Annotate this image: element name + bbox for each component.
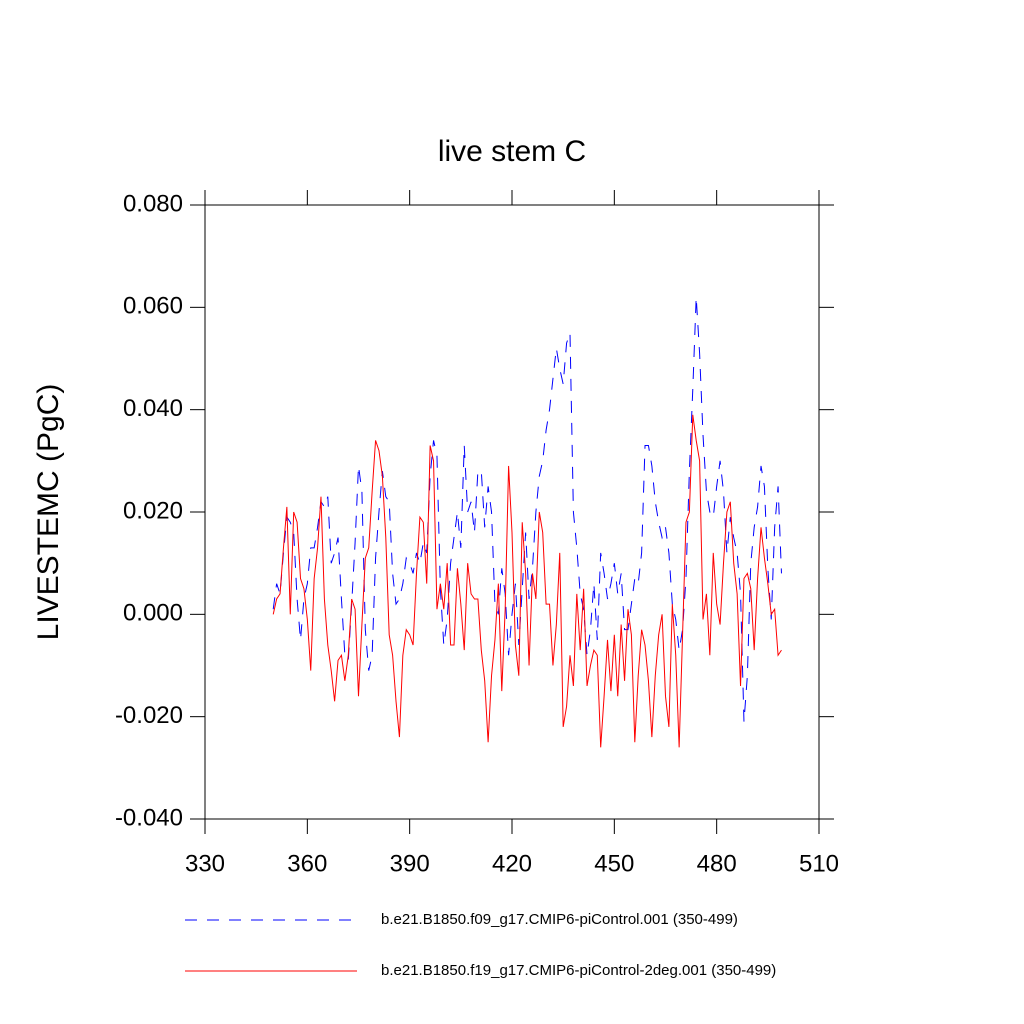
y-tick-label: 0.000 (123, 600, 183, 627)
x-tick-label: 510 (799, 850, 839, 877)
legend-label: b.e21.B1850.f09_g17.CMIP6-piControl.001 … (381, 911, 738, 928)
x-tick-label: 480 (697, 850, 737, 877)
x-tick-label: 330 (185, 850, 225, 877)
y-tick-label: 0.020 (123, 497, 183, 524)
x-tick-label: 360 (287, 850, 327, 877)
data-line (272, 414, 782, 748)
x-tick-label: 390 (390, 850, 430, 877)
y-tick-label: 0.060 (123, 293, 183, 320)
y-tick-label: 0.080 (123, 190, 183, 217)
x-tick-label: 450 (594, 850, 634, 877)
y-tick-label: -0.040 (115, 804, 183, 831)
y-axis-label: LIVESTEMC (PgC) (32, 384, 65, 641)
legend-label: b.e21.B1850.f19_g17.CMIP6-piControl-2deg… (381, 962, 776, 979)
chart-title: live stem C (438, 135, 586, 168)
y-tick-label: -0.020 (115, 702, 183, 729)
x-tick-label: 420 (492, 850, 532, 877)
y-tick-label: 0.040 (123, 395, 183, 422)
data-line (272, 297, 782, 722)
